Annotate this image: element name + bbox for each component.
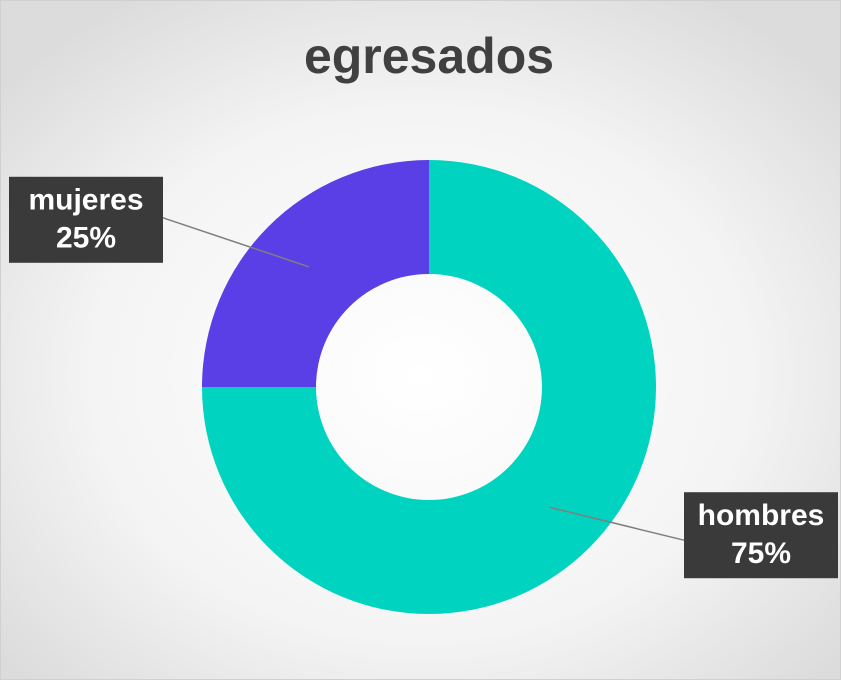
data-label-category: hombres [698, 499, 825, 532]
donut-slice [202, 160, 656, 614]
chart-title: egresados [304, 28, 554, 84]
data-label-value: 75% [731, 537, 791, 570]
data-label-category: mujeres [28, 184, 143, 217]
donut-slice [202, 160, 429, 387]
data-label-box [684, 492, 838, 579]
leader-line [549, 506, 685, 541]
data-label-box [9, 176, 163, 263]
data-label-value: 25% [56, 222, 116, 255]
leader-line [159, 216, 310, 268]
